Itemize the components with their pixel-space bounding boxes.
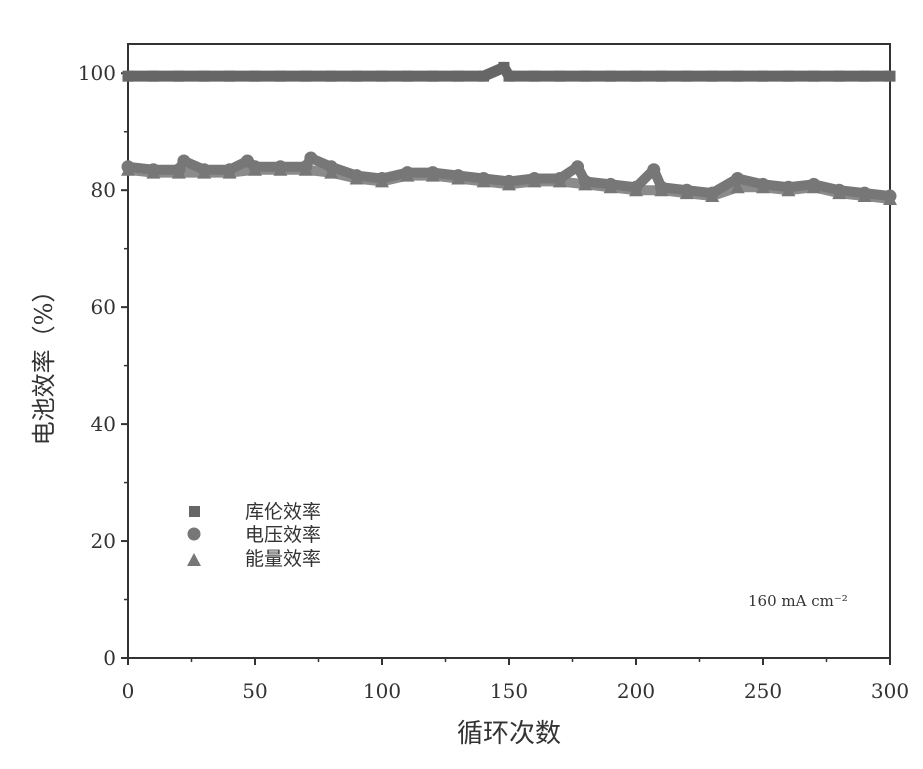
data-point-triangle <box>171 165 186 179</box>
data-point-triangle <box>883 191 897 205</box>
data-point-square <box>452 70 464 82</box>
data-point-square <box>300 70 312 82</box>
data-point-circle <box>177 154 191 168</box>
data-point-square <box>325 70 337 82</box>
data-point-triangle <box>679 186 694 200</box>
data-point-triangle <box>527 174 542 188</box>
data-point-triangle <box>603 180 618 194</box>
data-point-square <box>224 70 236 82</box>
data-point-triangle <box>121 162 135 176</box>
data-point-triangle <box>273 162 288 176</box>
data-point-square <box>884 70 896 82</box>
data-point-triangle <box>197 165 212 179</box>
data-point-triangle <box>298 162 313 176</box>
data-point-triangle <box>832 186 847 200</box>
x-axis-label: 循环次数 <box>457 719 561 749</box>
axis-ticks: 0 50 100 150 200 250 300 0 20 40 60 80 100 <box>78 61 909 703</box>
data-point-triangle <box>629 183 643 197</box>
data-point-square <box>732 70 744 82</box>
y-tick-label: 40 <box>91 412 116 436</box>
current-density-annotation: 160 mA cm⁻² <box>748 592 848 610</box>
data-point-square <box>401 70 413 82</box>
data-point-triangle <box>222 165 237 179</box>
data-point-triangle <box>146 165 161 179</box>
data-point-circle <box>571 160 585 174</box>
data-point-square <box>198 70 210 82</box>
data-point-square <box>630 70 642 82</box>
data-point-circle <box>647 163 661 177</box>
x-tick-label: 100 <box>363 679 401 703</box>
data-point-square <box>859 70 871 82</box>
data-point-square <box>782 70 794 82</box>
data-point-triangle <box>654 183 669 197</box>
legend-marker-square <box>189 506 200 517</box>
legend-label-energy: 能量效率 <box>245 548 321 570</box>
data-point-square <box>274 70 286 82</box>
x-tick-label: 250 <box>744 679 782 703</box>
data-point-square <box>528 70 540 82</box>
y-axis-label: 电池效率（%） <box>30 279 58 446</box>
legend-marker-triangle <box>187 553 201 566</box>
y-tick-label: 20 <box>91 529 116 553</box>
data-point-triangle <box>451 171 466 185</box>
data-point-triangle <box>375 174 389 188</box>
data-point-triangle <box>578 177 593 191</box>
data-point-triangle <box>324 165 339 179</box>
data-point-square <box>757 70 769 82</box>
plot-frame <box>127 43 891 659</box>
data-point-square <box>147 70 159 82</box>
legend: 库伦效率 电压效率 能量效率 <box>187 501 321 570</box>
x-tick-label: 0 <box>122 679 135 703</box>
x-tick-label: 200 <box>617 679 655 703</box>
y-tick-label: 60 <box>91 295 116 319</box>
data-point-triangle <box>349 171 364 185</box>
x-tick-label: 50 <box>242 679 267 703</box>
data-point-triangle <box>425 168 440 182</box>
data-point-triangle <box>806 180 821 194</box>
data-point-triangle <box>781 183 796 197</box>
x-tick-label: 300 <box>871 679 909 703</box>
y-tick-label: 80 <box>91 178 116 202</box>
data-point-square <box>376 70 388 82</box>
data-point-square <box>605 70 617 82</box>
data-point-square <box>681 70 693 82</box>
data-point-square <box>503 70 515 82</box>
data-point-triangle <box>502 177 516 191</box>
x-tick-label: 150 <box>490 679 528 703</box>
data-point-square <box>808 70 820 82</box>
y-tick-label: 100 <box>78 61 116 85</box>
data-point-square <box>351 70 363 82</box>
series-layer <box>121 61 897 205</box>
data-point-square <box>833 70 845 82</box>
data-point-triangle <box>756 180 770 194</box>
data-point-triangle <box>476 174 491 188</box>
data-point-square <box>554 70 566 82</box>
legend-label-coulombic: 库伦效率 <box>245 501 321 523</box>
data-point-triangle <box>552 174 567 188</box>
data-point-square <box>579 70 591 82</box>
data-point-square <box>249 70 261 82</box>
data-point-square <box>122 70 134 82</box>
data-point-circle <box>731 171 745 185</box>
y-tick-label: 0 <box>103 646 116 670</box>
data-point-triangle <box>400 168 415 182</box>
legend-label-voltage: 电压效率 <box>245 524 321 546</box>
legend-marker-circle <box>187 527 201 541</box>
data-point-square <box>706 70 718 82</box>
data-point-square <box>427 70 439 82</box>
data-point-triangle <box>857 189 872 203</box>
data-point-triangle <box>730 180 745 194</box>
data-point-triangle <box>705 189 720 203</box>
data-point-triangle <box>248 162 262 176</box>
data-point-square <box>478 70 490 82</box>
data-point-square <box>498 61 510 73</box>
data-point-square <box>173 70 185 82</box>
data-point-circle <box>304 151 318 165</box>
data-point-square <box>655 70 667 82</box>
